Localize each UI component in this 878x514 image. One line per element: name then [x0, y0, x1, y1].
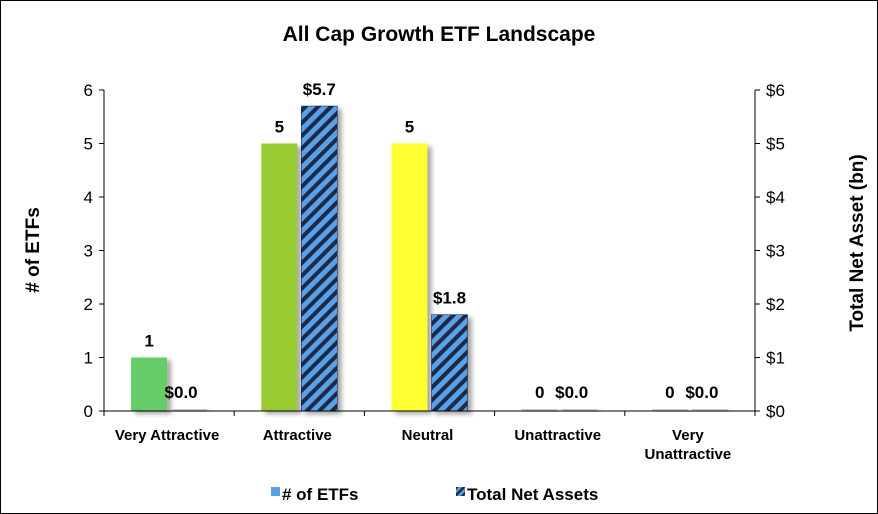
bar-total-net-assets: [561, 409, 598, 411]
bar-total-net-assets: [171, 409, 208, 411]
left-axis-tick-label: 1: [84, 349, 93, 368]
right-axis-tick-label: $5: [766, 135, 785, 154]
left-axis-tick-label: 6: [84, 81, 93, 100]
data-label-etf-count: 0: [665, 383, 674, 402]
right-axis-tick-label: $3: [766, 242, 785, 261]
right-axis-tick-label: $0: [766, 402, 785, 421]
bar-etf-count: [521, 409, 558, 411]
legend-swatch-etf-count: [271, 487, 280, 496]
data-label-etf-count: 0: [535, 383, 544, 402]
legend: # of ETFs Total Net Assets: [271, 485, 598, 504]
legend-label-etf-count: # of ETFs: [282, 485, 359, 504]
bar-total-net-assets: [300, 105, 338, 412]
chart-title: All Cap Growth ETF Landscape: [283, 23, 596, 46]
left-axis-tick-label: 0: [84, 402, 93, 421]
left-axis-tick-label: 4: [84, 188, 93, 207]
category-label-line: Very: [672, 427, 704, 444]
left-axis-tick-label: 2: [84, 295, 93, 314]
data-label-total-net-assets: $0.0: [685, 383, 718, 402]
bar-total-net-assets: [431, 314, 468, 412]
data-label-etf-count: 5: [405, 118, 414, 137]
data-label-total-net-assets: $0.0: [555, 383, 588, 402]
category-label: Unattractive: [514, 427, 601, 444]
left-axis-tick-label: 5: [84, 135, 93, 154]
bar-total-net-assets: [691, 409, 728, 411]
left-axis-tick-label: 3: [84, 242, 93, 261]
data-label-total-net-assets: $0.0: [165, 383, 198, 402]
right-axis-tick-label: $6: [766, 81, 785, 100]
bar-etf-count: [261, 143, 298, 411]
bar-etf-count: [391, 143, 428, 411]
data-label-etf-count: 1: [144, 332, 153, 351]
legend-swatch-total-net-assets: [456, 487, 465, 496]
plot-area: 1 $0.0 Very Attractive 5 $5.7 Attractive 5 $1.8…: [84, 80, 785, 463]
legend-label-total-net-assets: Total Net Assets: [467, 485, 598, 504]
category-label-line: Very Attractive: [115, 427, 220, 444]
category-label-line: Neutral: [402, 427, 454, 444]
data-label-total-net-assets: $1.8: [433, 289, 466, 308]
category-label: Very Attractive: [115, 427, 220, 444]
left-axis-label: # of ETFs: [23, 207, 44, 293]
right-axis-tick-label: $2: [766, 295, 785, 314]
category-label: Neutral: [402, 427, 454, 444]
category-label-line: Attractive: [263, 427, 332, 444]
data-label-total-net-assets: $5.7: [303, 80, 336, 99]
category-label: Attractive: [263, 427, 332, 444]
category-label-line: Unattractive: [514, 427, 601, 444]
right-axis-tick-label: $4: [766, 188, 785, 207]
bar-etf-count: [651, 409, 688, 411]
right-axis-label: Total Net Asset (bn): [847, 154, 868, 331]
right-axis-tick-label: $1: [766, 349, 785, 368]
category-label-line: Unattractive: [645, 446, 732, 463]
data-label-etf-count: 5: [275, 118, 284, 137]
category-label: Very Unattractive: [645, 427, 732, 463]
bar-etf-count: [131, 357, 168, 411]
